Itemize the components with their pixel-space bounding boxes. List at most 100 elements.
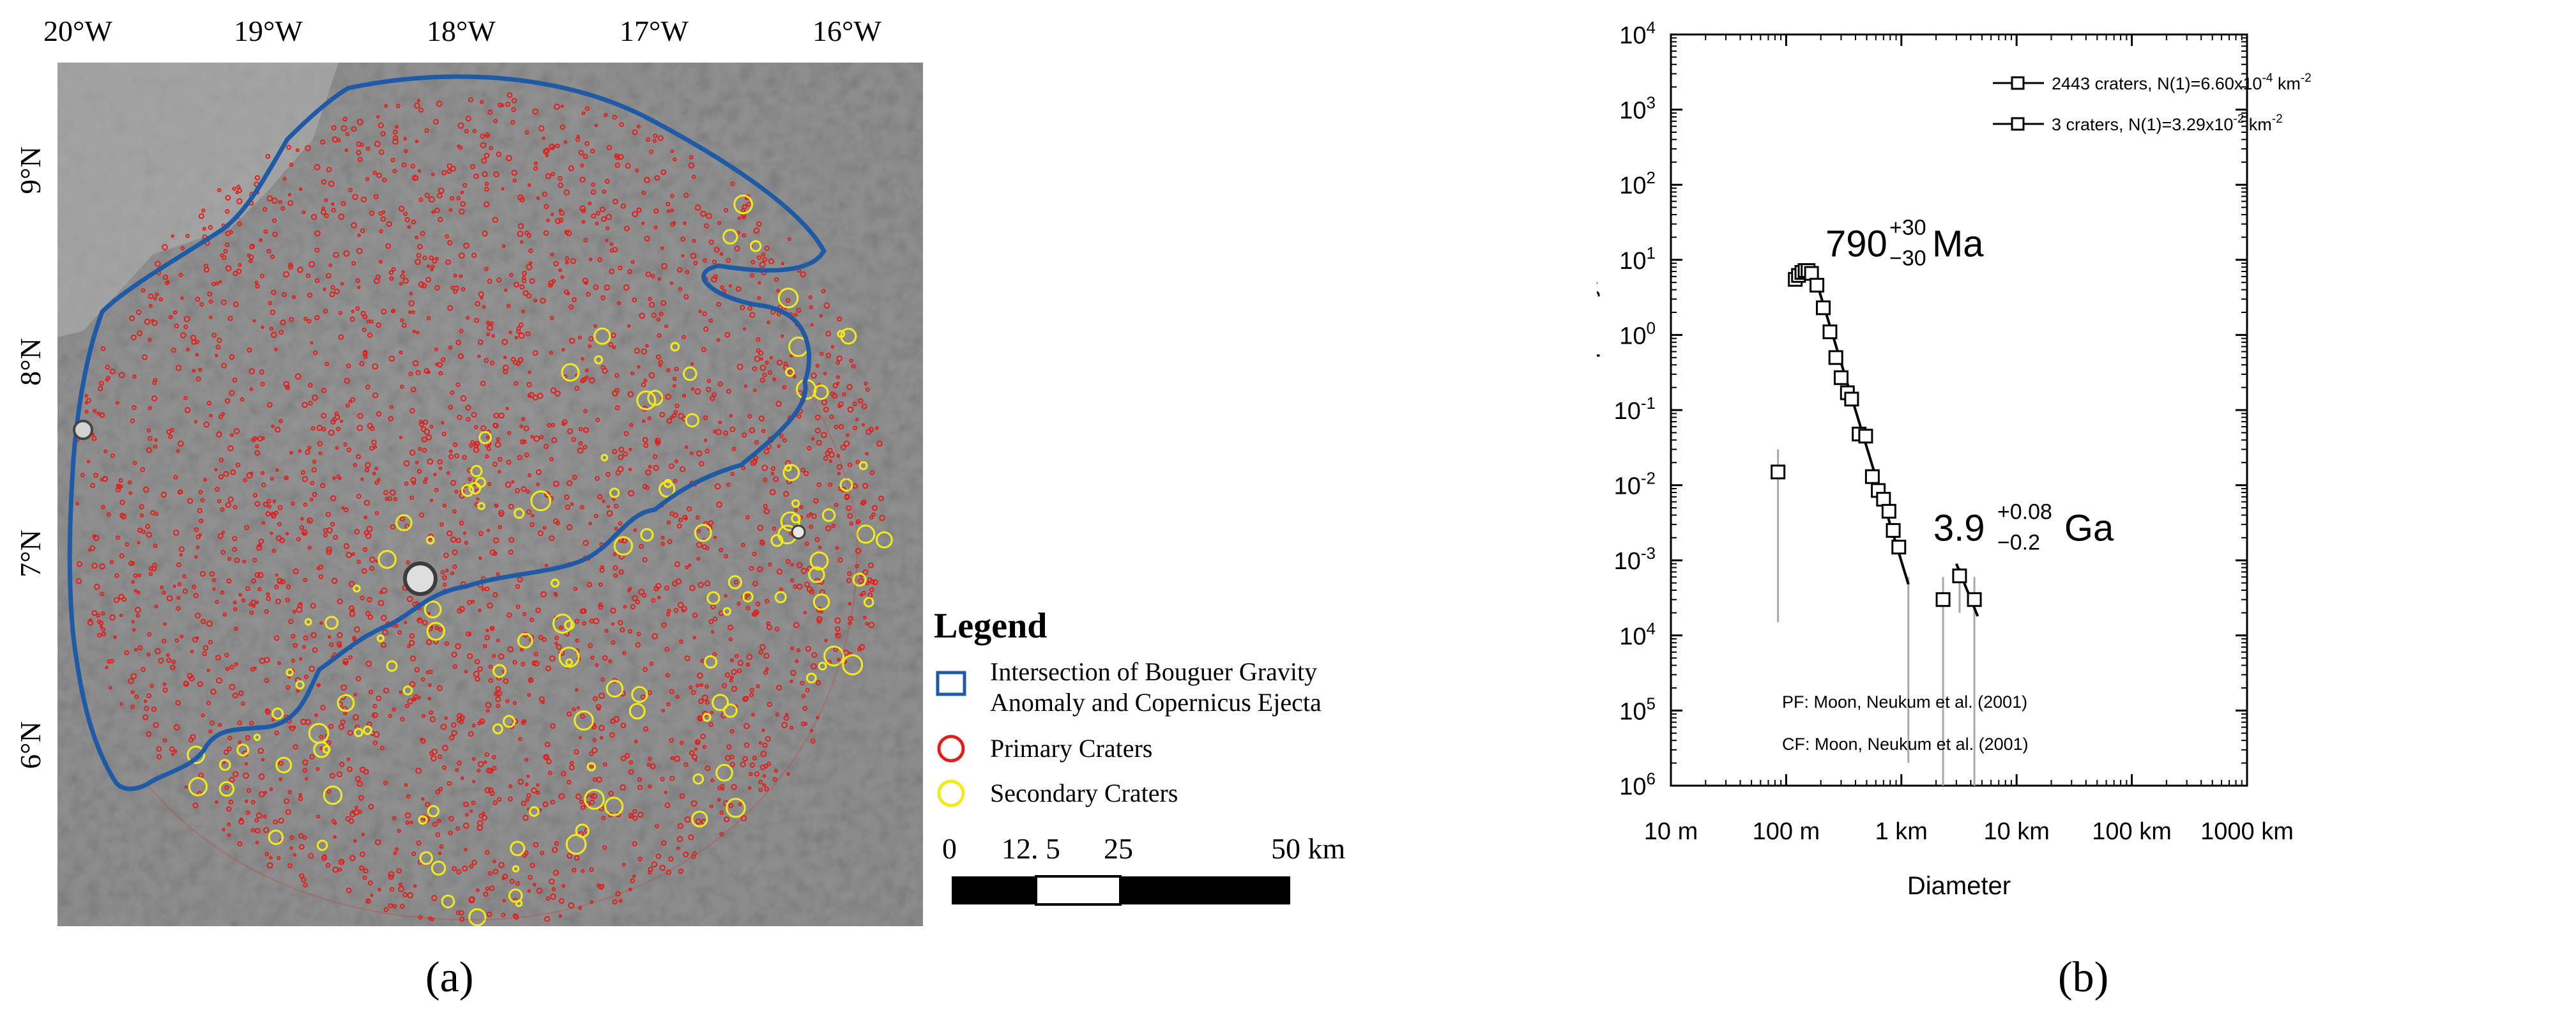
primary-crater-marker <box>507 646 514 653</box>
primary-crater-marker <box>678 517 683 522</box>
primary-crater-marker <box>808 295 813 300</box>
primary-crater-marker <box>508 784 513 789</box>
primary-crater-marker <box>836 381 840 385</box>
primary-crater-marker <box>480 142 487 149</box>
primary-crater-marker <box>758 650 764 655</box>
primary-crater-marker <box>217 499 222 503</box>
primary-crater-marker <box>559 210 565 216</box>
primary-crater-marker <box>303 317 308 321</box>
primary-crater-marker <box>364 468 369 473</box>
data-point <box>1952 568 1967 584</box>
primary-crater-marker <box>749 565 754 571</box>
primary-crater-marker <box>155 261 161 267</box>
primary-crater-marker <box>142 486 149 493</box>
primary-crater-marker <box>473 443 479 449</box>
primary-crater-marker <box>832 383 839 388</box>
primary-crater-marker <box>128 560 134 567</box>
primary-crater-marker <box>348 655 353 660</box>
primary-crater-marker <box>180 296 184 300</box>
primary-crater-marker <box>492 217 499 223</box>
primary-crater-marker <box>591 182 595 187</box>
primary-crater-marker <box>114 573 119 578</box>
primary-crater-marker <box>376 172 382 178</box>
primary-crater-marker <box>635 599 641 605</box>
primary-crater-marker <box>323 528 329 533</box>
primary-crater-marker <box>316 814 321 819</box>
primary-crater-marker <box>403 460 410 467</box>
primary-crater-marker <box>86 459 91 464</box>
secondary-crater-marker <box>530 490 552 512</box>
primary-crater-marker <box>460 201 466 207</box>
primary-crater-marker <box>227 735 232 741</box>
primary-crater-marker <box>130 705 135 710</box>
primary-crater-marker <box>837 471 841 475</box>
primary-crater-marker <box>130 418 135 423</box>
primary-crater-marker <box>861 591 866 596</box>
primary-crater-marker <box>278 419 283 423</box>
primary-crater-marker <box>747 305 753 311</box>
primary-crater-marker <box>697 672 703 679</box>
primary-crater-marker <box>401 323 407 328</box>
primary-crater-marker <box>93 535 100 542</box>
primary-crater-marker <box>690 387 694 391</box>
primary-crater-marker <box>865 622 869 626</box>
primary-crater-marker <box>786 559 791 564</box>
primary-crater-marker <box>218 474 224 480</box>
primary-crater-marker <box>696 450 703 457</box>
primary-crater-marker <box>110 453 115 458</box>
primary-crater-marker <box>852 402 857 406</box>
primary-crater-marker <box>365 660 372 667</box>
primary-crater-marker <box>462 822 469 829</box>
primary-crater-marker <box>236 198 243 204</box>
primary-crater-marker <box>654 175 660 181</box>
primary-crater-marker <box>461 287 466 292</box>
x-tick-label: 1 km <box>1875 818 1928 845</box>
primary-crater-marker <box>613 573 618 578</box>
primary-crater-marker <box>483 891 489 897</box>
primary-crater-marker <box>828 452 835 458</box>
primary-crater-marker <box>736 363 743 370</box>
primary-crater-marker <box>171 752 175 756</box>
primary-crater-marker <box>692 636 697 639</box>
primary-crater-marker <box>210 720 215 726</box>
primary-crater-marker <box>741 215 746 220</box>
primary-crater-marker <box>446 163 453 169</box>
primary-crater-marker <box>285 597 290 602</box>
primary-crater-marker <box>284 475 289 480</box>
primary-crater-marker <box>119 512 125 518</box>
secondary-crater-marker <box>722 229 738 245</box>
primary-crater-marker <box>800 271 807 278</box>
primary-crater-marker <box>425 639 432 645</box>
primary-crater-marker <box>660 777 665 782</box>
primary-crater-marker <box>689 155 694 160</box>
primary-crater-marker <box>471 252 477 258</box>
primary-crater-marker <box>674 756 681 762</box>
primary-crater-marker <box>664 646 669 652</box>
primary-crater-marker <box>250 578 257 584</box>
primary-crater-marker <box>75 501 80 506</box>
primary-crater-marker <box>178 546 185 553</box>
primary-crater-marker <box>554 593 558 597</box>
primary-crater-marker <box>448 830 453 835</box>
primary-crater-marker <box>519 284 525 290</box>
secondary-crater-marker <box>812 593 830 611</box>
primary-crater-marker <box>590 148 595 154</box>
primary-crater-marker <box>338 334 344 340</box>
primary-crater-marker <box>674 459 679 464</box>
primary-crater-marker <box>644 236 650 242</box>
primary-crater-marker <box>847 462 853 468</box>
primary-crater-marker <box>250 800 255 805</box>
primary-crater-marker <box>225 242 230 247</box>
primary-crater-marker <box>135 613 141 618</box>
primary-crater-marker <box>641 348 648 355</box>
primary-crater-marker <box>846 384 853 390</box>
secondary-crater-marker <box>363 725 372 735</box>
primary-crater-marker <box>747 414 752 419</box>
primary-crater-marker <box>749 312 756 318</box>
primary-crater-marker <box>731 685 738 692</box>
primary-crater-marker <box>492 461 498 467</box>
primary-crater-marker <box>679 639 683 644</box>
primary-crater-marker <box>604 284 610 291</box>
primary-crater-marker <box>554 841 559 846</box>
primary-crater-marker <box>675 578 682 584</box>
